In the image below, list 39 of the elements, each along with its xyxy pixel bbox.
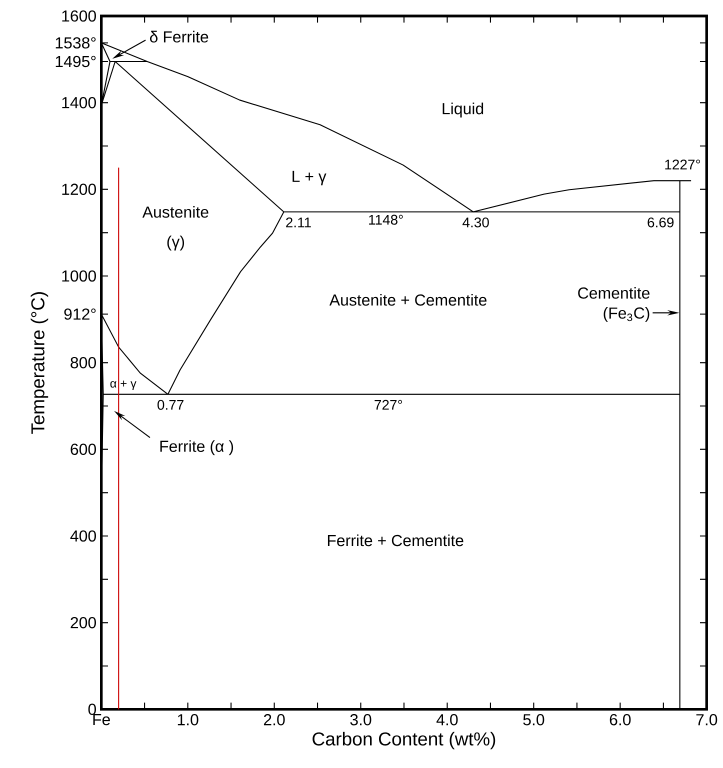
annotation: 1227° (665, 160, 700, 170)
annotation: L + γ (292, 170, 327, 186)
y-tick-label: 1200 (62, 184, 96, 195)
annotation: Cementite (Fe$_{3}$C) (578, 287, 650, 322)
annotation: 1148° (369, 214, 403, 225)
annotation: Ferrite + Cementite (328, 534, 464, 546)
annotation: 0.77 (158, 400, 184, 410)
annotation: 4.30 (462, 217, 490, 228)
x-tick-label: 3.0 (350, 714, 372, 726)
y-tick-label: 1600 (62, 10, 96, 22)
annotation: (γ) (168, 236, 184, 251)
annotation: δ Ferrite (150, 30, 208, 43)
annotation: 2.11 (286, 217, 312, 228)
y-tick-label: 600 (70, 444, 96, 455)
x-tick-label: 1.0 (178, 714, 198, 726)
annotation: Austenite (142, 206, 208, 218)
y-tick-label: 1538° (56, 37, 96, 49)
y-tick-label: 800 (70, 357, 96, 368)
y-tick-label: 0 (88, 704, 96, 715)
x-tick-label: 7.0 (696, 714, 718, 726)
annotation: 727° (374, 400, 402, 410)
x-tick-label: 2.0 (264, 714, 285, 726)
x-tick-label: Fe (93, 714, 110, 726)
annotation: Austenite + Cementite (330, 294, 487, 306)
y-axis-title: Temperature (°C) (30, 292, 48, 434)
annotation: Liquid (442, 102, 484, 118)
annotation: α + γ (110, 380, 137, 390)
x-tick-label: 5.0 (523, 714, 544, 726)
y-tick-label: 200 (70, 617, 96, 628)
x-tick-label: 4.0 (436, 714, 458, 726)
y-tick-label: 400 (70, 530, 96, 542)
annotation: Ferrite (α ) (160, 440, 234, 456)
y-tick-label: 912° (64, 308, 96, 320)
x-axis-title: Carbon Content (wt%) (312, 732, 496, 750)
y-tick-label: 1000 (62, 270, 96, 282)
y-tick-label: 1495° (56, 56, 96, 68)
annotation: 6.69 (648, 217, 674, 228)
y-tick-label: 1400 (62, 97, 96, 108)
x-tick-label: 6.0 (610, 714, 631, 726)
